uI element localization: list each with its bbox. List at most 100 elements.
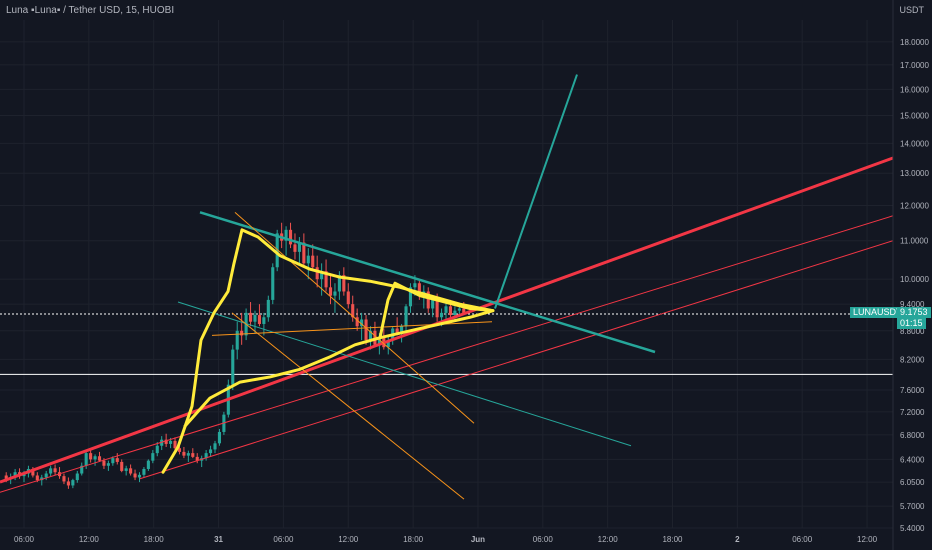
y-tick-label: 16.0000 [900,85,929,94]
candle-body [97,456,102,461]
candle-body [35,475,39,481]
candle-body [360,319,364,327]
y-tick-label: 11.0000 [900,237,929,246]
candle-body [240,330,244,336]
candle-body [462,308,466,314]
x-axis: 06:00 12:00 18:00 31 06:00 12:00 18:00 Jun 06:00… [14,535,878,544]
trend-line-teal-thin [177,301,632,447]
candle-body [213,443,217,450]
trend-line-red-main [0,156,894,484]
x-tick-label: 06:00 [273,535,294,544]
candle-body [320,271,324,280]
candle-body [191,453,195,457]
candle-body [284,229,288,241]
y-tick-label: 5.4000 [900,524,925,533]
channel-line-orange-2 [231,312,465,500]
candle-body [293,244,297,252]
candle-body [217,431,222,444]
candle-body [257,315,261,324]
candle-body [386,340,390,348]
candle-body [111,458,115,464]
candle-body [377,337,381,345]
x-tick-label: 12:00 [338,535,359,544]
candle-body [435,299,439,318]
countdown-tag: 01:15 [897,318,926,329]
candle-body [40,477,44,481]
candle-body [315,267,319,280]
y-tick-label: 12.0000 [900,202,929,211]
candle-body [164,439,168,444]
candle-body [408,287,413,307]
x-tick-label: 31 [214,535,223,544]
axis-unit: USDT [899,5,925,15]
x-tick-label: 06:00 [792,535,813,544]
y-tick-label: 8.8000 [900,327,925,336]
drawings [0,74,894,500]
x-tick-label: 18:00 [403,535,424,544]
candle-body [106,463,110,466]
candle-body [311,255,315,268]
y-tick-label: 15.0000 [900,111,929,120]
candle-body [53,468,57,473]
candle-body [328,287,333,296]
candle-body [115,458,119,462]
x-tick-label: Jun [471,535,485,544]
y-tick-label: 7.2000 [900,408,925,417]
candle-body [146,460,150,469]
y-axis: 18.0000 17.0000 16.0000 15.0000 14.0000 13.00… [892,0,929,550]
candle-body [342,275,346,292]
candles [4,222,466,489]
candle-body [44,473,48,478]
candle-body [253,315,257,322]
candle-body [288,229,293,245]
candle-body [444,306,448,313]
trend-line-teal-breakout [494,74,578,309]
candle-body [413,283,417,288]
candle-body [209,449,213,454]
channel-line-orange-1 [234,211,475,424]
candle-body [182,451,186,456]
channel-line-orange-3 [211,321,493,336]
candle-body [169,440,173,444]
y-tick-label: 14.0000 [900,139,929,148]
trend-line-red-parallel [139,240,894,480]
symbol-tag: LUNAUSDT [850,307,905,318]
y-tick-label: 8.2000 [900,355,925,364]
candle-body [204,453,208,459]
trend-line-red-lower [0,215,894,493]
candle-body [417,283,421,296]
candle-body [400,326,404,334]
x-tick-label: 12:00 [857,535,878,544]
candle-body [93,456,97,460]
candle-body [133,473,137,478]
x-tick-label: 12:00 [79,535,100,544]
candle-body [177,448,182,452]
candle-body [13,472,17,478]
candle-body [431,299,435,309]
y-tick-label: 6.4000 [900,455,925,464]
x-tick-label: 12:00 [598,535,619,544]
candle-body [297,242,301,252]
candle-body [124,468,128,471]
candle-body [426,291,430,309]
candle-body [351,304,355,318]
y-tick-label: 17.0000 [900,61,929,70]
candle-body [333,291,337,296]
pattern-outline-inner [378,281,494,339]
horizontal-levels [0,313,893,375]
candle-body [151,453,155,461]
candle-body [271,267,275,300]
candle-body [120,461,124,471]
candle-body [368,330,373,341]
x-tick-label: 06:00 [14,535,35,544]
x-tick-label: 18:00 [662,535,683,544]
candle-body [66,481,70,486]
chart-title: Luna ▪Luna▪ / Tether USD, 15, HUOBI [6,5,175,16]
candle-body [395,328,399,334]
candle-body [453,310,457,316]
candle-body [80,465,84,474]
candle-body [89,453,93,460]
candle-body [4,475,8,479]
